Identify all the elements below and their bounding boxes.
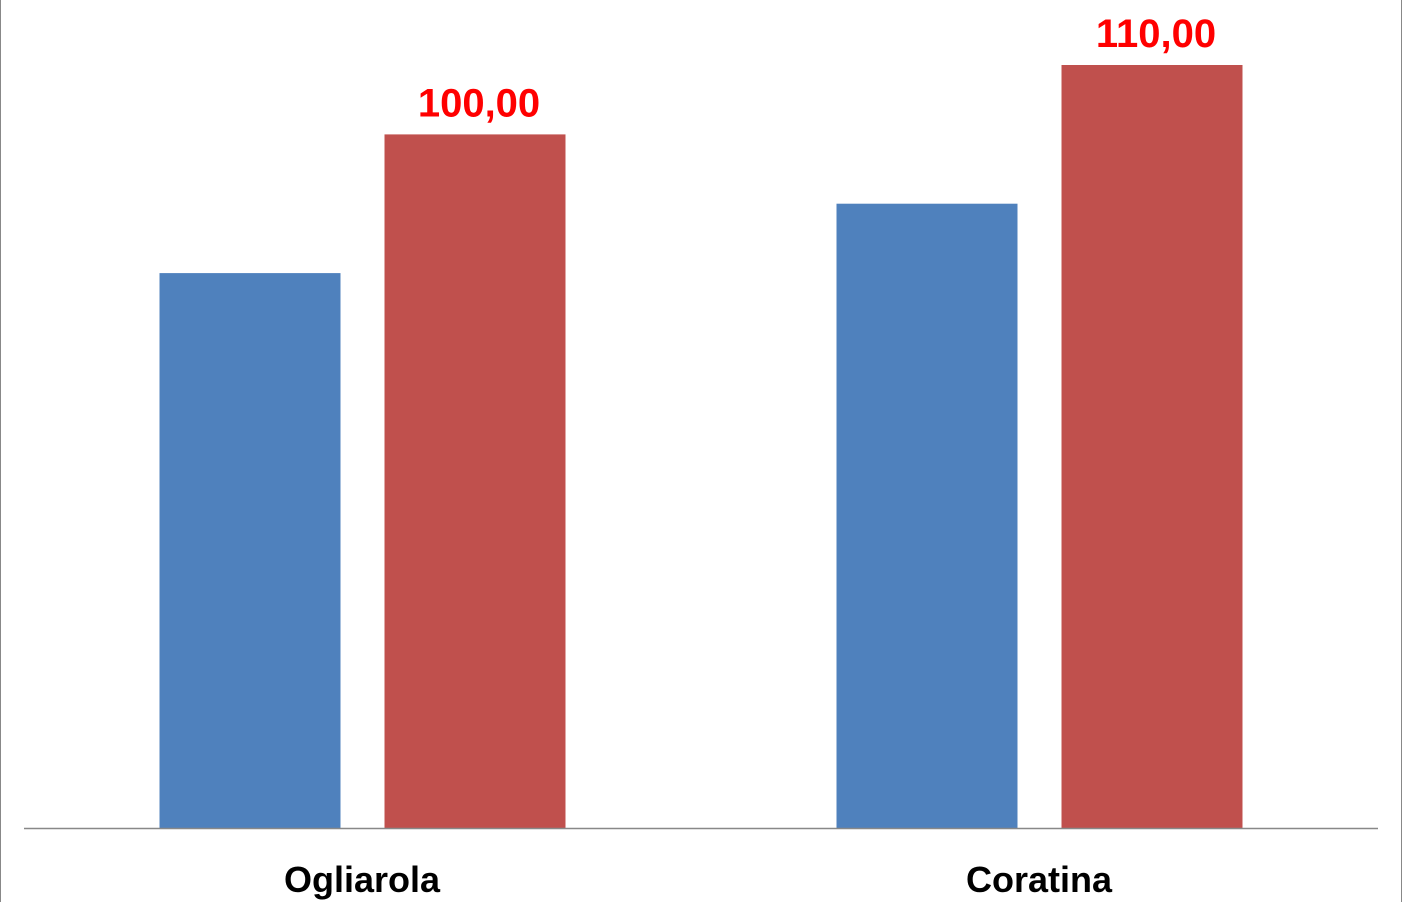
bar-ogliarola-series-2 (384, 134, 566, 828)
category-labels-layer: Ogliarola Coratina (284, 859, 1113, 900)
category-label-ogliarola: Ogliarola (284, 859, 441, 900)
data-label-coratina: 110,00 (1096, 12, 1216, 56)
bar-coratina-series-1 (836, 203, 1018, 828)
bars-layer (159, 65, 1243, 829)
data-label-ogliarola: 100,00 (418, 81, 540, 125)
bar-ogliarola-series-1 (159, 273, 341, 829)
data-labels-layer: 100,00 110,00 (418, 12, 1216, 125)
bar-coratina-series-2 (1061, 65, 1243, 828)
category-label-coratina: Coratina (966, 859, 1113, 900)
